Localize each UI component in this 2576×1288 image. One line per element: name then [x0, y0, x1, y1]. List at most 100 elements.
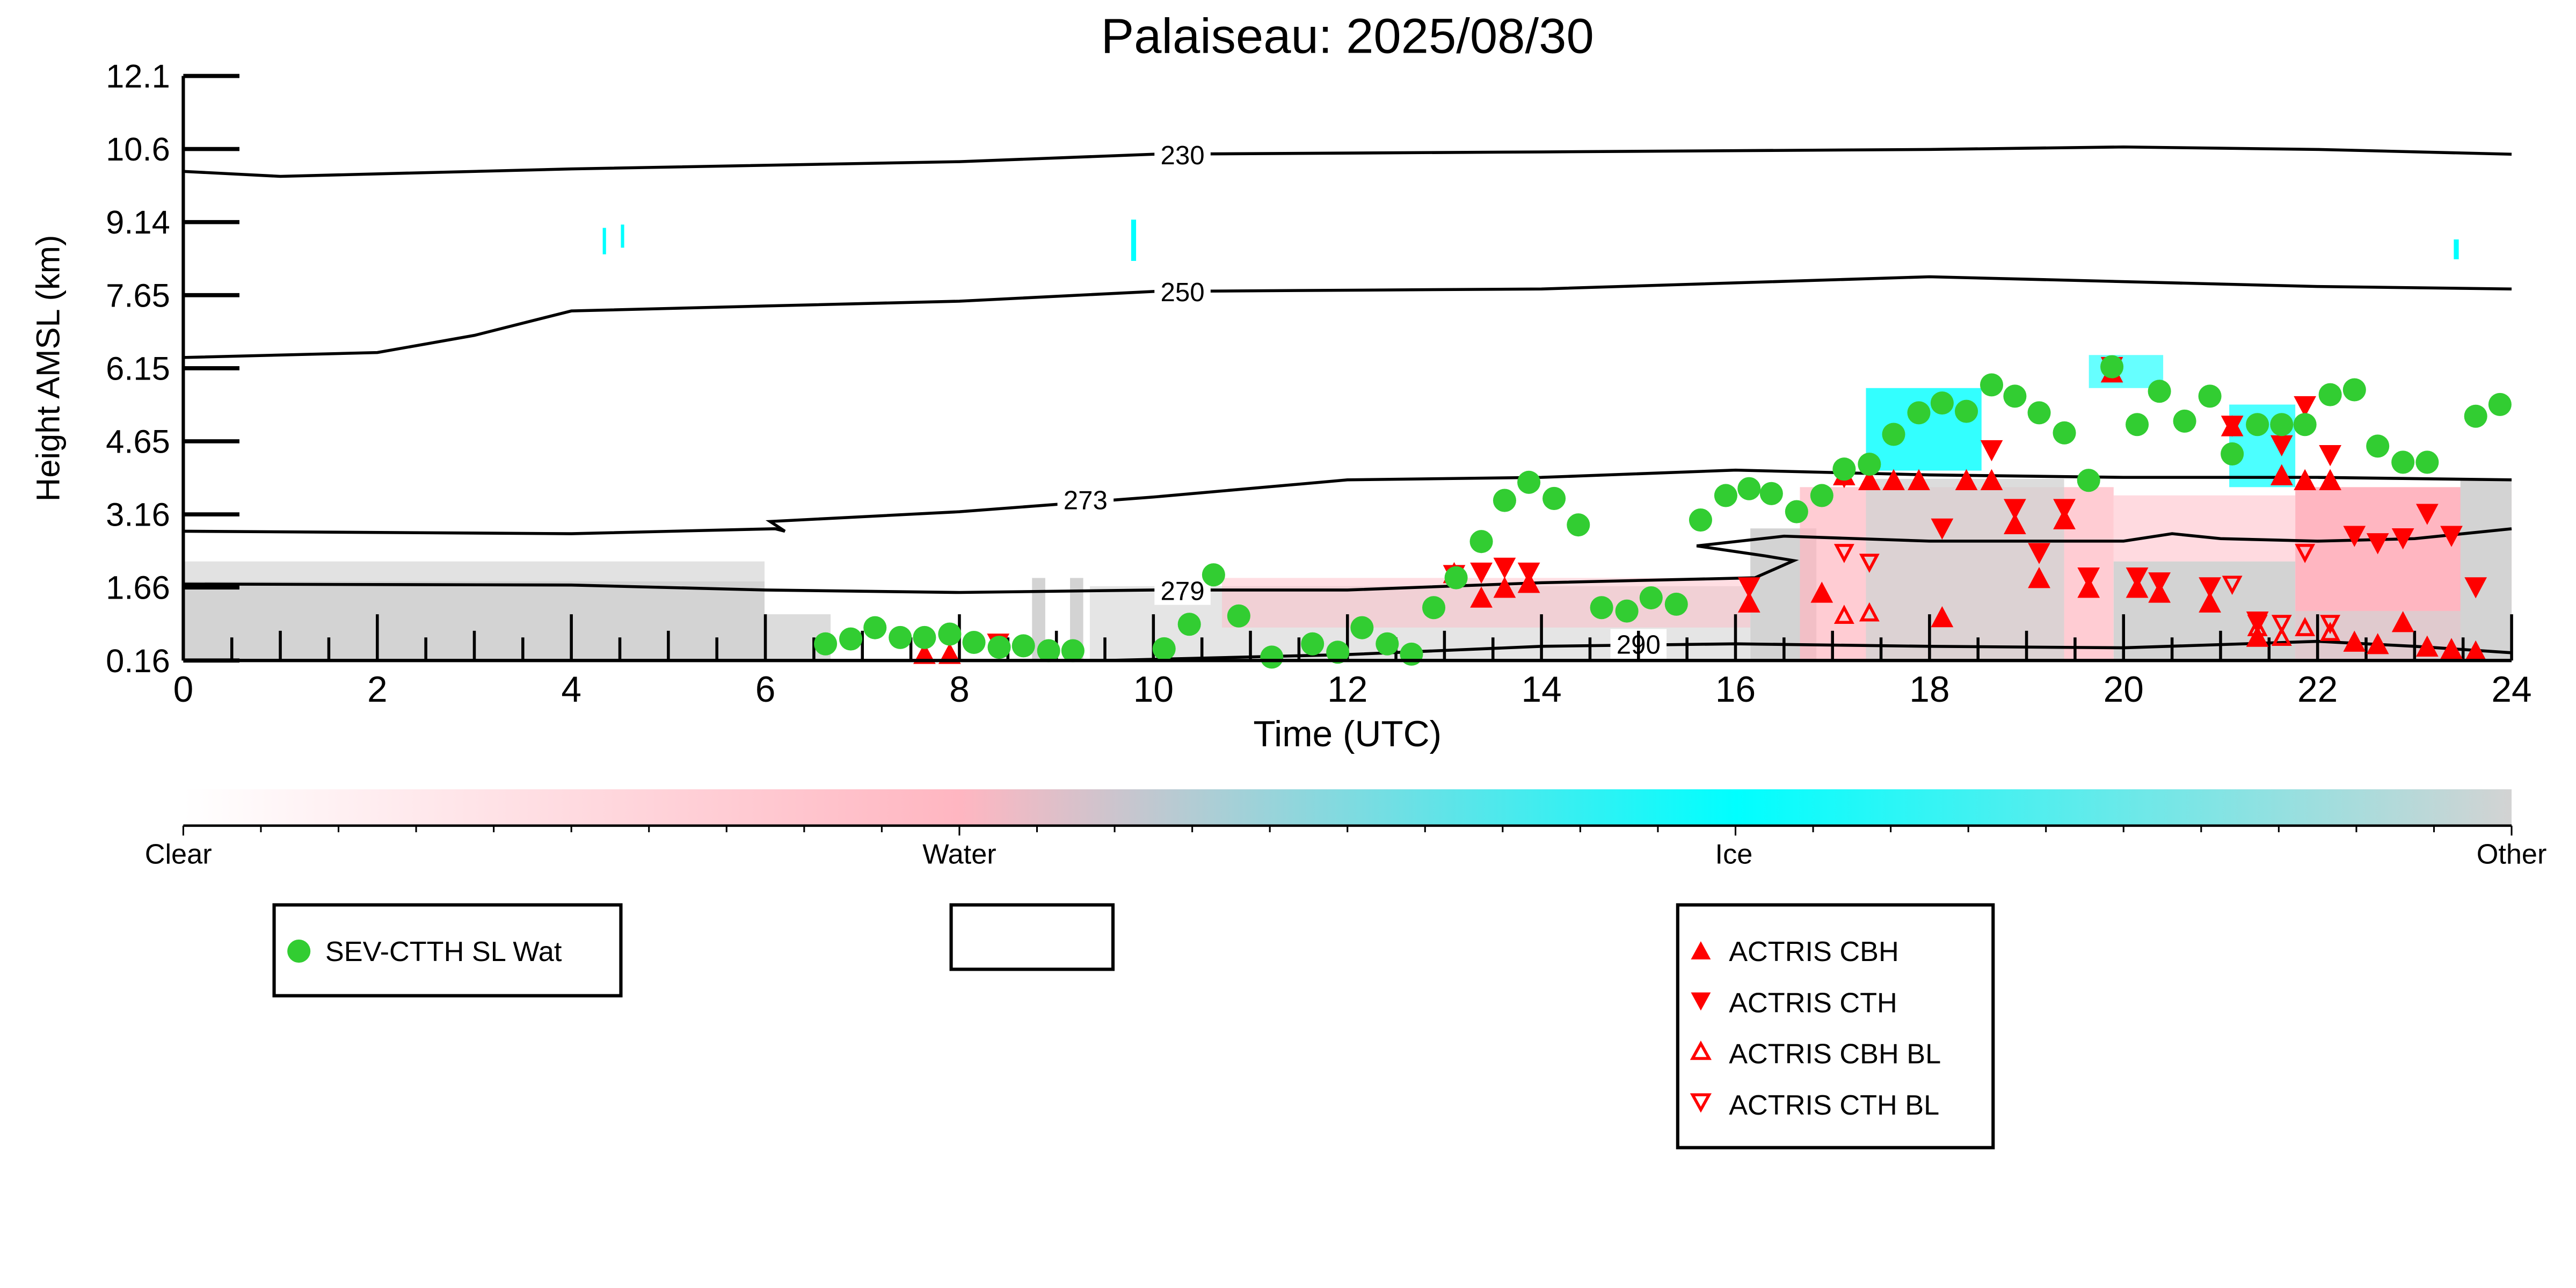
x-axis-label: Time (UTC)	[1253, 714, 1442, 754]
data-markers	[814, 355, 2512, 669]
contour-line	[183, 275, 2512, 359]
contour-label-bg	[1154, 139, 1211, 170]
actris-cbh-marker	[2246, 625, 2269, 647]
legend-label-cbh: ACTRIS CBH	[1729, 936, 1899, 967]
y-tick-label: 12.1	[106, 58, 170, 95]
actris-cbh-marker	[1980, 469, 2003, 490]
sev-ctth-sl-wat-marker	[1930, 391, 1954, 415]
actris-cth-marker	[2391, 528, 2414, 550]
contour-label: 230	[1160, 141, 1204, 170]
actris-cbh-marker	[2199, 591, 2221, 613]
actris-cbh-marker	[2366, 633, 2389, 654]
actris-cbh-bl-marker	[2295, 617, 2316, 636]
sev-ctth-sl-wat-marker	[1664, 592, 1688, 616]
y-axis-label: Height AMSL (km)	[30, 235, 67, 502]
actris-cth-bl-marker	[1833, 544, 1854, 563]
sev-ctth-sl-wat-marker	[2100, 355, 2124, 379]
sev-ctth-sl-wat-marker	[938, 622, 962, 646]
actris-cth-marker	[2126, 567, 2149, 589]
actris-cbh-marker	[2003, 513, 2026, 535]
legend-cth-marker	[1691, 992, 1711, 1011]
actris-cth-marker	[2294, 396, 2317, 418]
colorbar-ticks	[182, 825, 2513, 836]
x-tick-label: 16	[1715, 670, 1756, 710]
actris-cbh-marker	[2391, 611, 2414, 632]
sev-ctth-sl-wat-marker	[2415, 450, 2439, 474]
actris-cth-marker	[2464, 577, 2487, 599]
sev-ctth-sl-wat-marker	[889, 625, 912, 649]
sev-ctth-sl-wat-marker	[1037, 639, 1060, 663]
sev-ctth-sl-wat-marker	[987, 636, 1011, 659]
sev-ctth-sl-wat-marker	[1301, 632, 1325, 656]
y-tick-label: 10.6	[106, 131, 170, 168]
legend-empty-box	[949, 903, 1115, 971]
y-tick-label: 0.16	[106, 643, 170, 680]
sev-ctth-sl-wat-marker	[2126, 413, 2149, 436]
sev-ctth-sl-wat-marker	[2366, 434, 2390, 458]
legend-sev: SEV-CTTH SL Wat	[272, 903, 623, 998]
actris-cth-marker	[1517, 562, 1540, 584]
actris-cbh-bl-marker	[1859, 602, 1880, 622]
sev-ctth-sl-wat-marker	[2003, 384, 2027, 408]
sev-ctth-sl-wat-marker	[1400, 642, 1423, 666]
actris-cbh-bl-marker	[2247, 617, 2268, 636]
x-tick-label: 12	[1327, 670, 1367, 710]
sev-ctth-sl-wat-marker	[2027, 401, 2051, 425]
colorbar-label-ice: Ice	[1715, 839, 1753, 870]
legend-label-cth-bl: ACTRIS CTH BL	[1729, 1090, 1939, 1121]
legend-cbh-bl-marker	[1690, 1040, 1712, 1060]
sev-ctth-sl-wat-marker	[2464, 404, 2487, 428]
actris-cth-marker	[2343, 526, 2366, 547]
sev-ctth-sl-wat-marker	[2293, 413, 2317, 436]
actris-cbh-marker	[2294, 469, 2317, 490]
sev-ctth-sl-wat-marker	[814, 632, 838, 656]
actris-cth-bl-marker	[2295, 544, 2316, 563]
actris-cbh-bl-marker	[1833, 605, 1854, 624]
actris-cbh-marker	[1908, 469, 1930, 490]
y-tick-label: 3.16	[106, 497, 170, 534]
sev-ctth-sl-wat-marker	[2391, 450, 2415, 474]
actris-cth-marker	[2053, 499, 2076, 520]
actris-cbh-marker	[2028, 567, 2050, 588]
sev-ctth-sl-wat-marker	[1858, 453, 1881, 476]
legend-label-cth: ACTRIS CTH	[1729, 987, 1897, 1018]
actris-cbh-marker	[913, 643, 936, 664]
actris-cth-bl-marker	[2222, 576, 2243, 595]
sev-ctth-sl-wat-marker	[1615, 599, 1639, 623]
sev-ctth-sl-wat-marker	[1376, 632, 1399, 656]
sev-ctth-sl-wat-marker	[1517, 470, 1541, 494]
sev-ctth-sl-wat-marker	[1980, 373, 2004, 397]
actris-cth-bl-marker	[2247, 615, 2268, 635]
sev-ctth-sl-wat-marker	[1493, 489, 1516, 512]
contour-label: 279	[1160, 576, 1204, 606]
actris-cth-marker	[2415, 504, 2439, 525]
sev-ctth-sl-wat-marker	[2077, 469, 2100, 492]
sev-ctth-sl-wat-marker	[1061, 639, 1085, 663]
sev-ctth-sl-wat-marker	[1260, 645, 1284, 669]
sev-ctth-sl-wat-marker	[962, 630, 986, 654]
contour-label-bg	[1154, 575, 1211, 605]
actris-cth-marker	[2003, 499, 2026, 520]
sev-ctth-sl-wat-marker	[1714, 484, 1737, 507]
actris-cth-marker	[1493, 557, 1516, 579]
x-tick-label: 24	[2491, 670, 2531, 710]
colorbar-label-other: Other	[2477, 839, 2547, 870]
sev-ctth-sl-wat-marker	[863, 616, 887, 639]
actris-cth-bl-marker	[2320, 615, 2341, 635]
x-tick-label: 2	[367, 670, 388, 710]
sev-ctth-sl-wat-marker	[1810, 484, 1833, 507]
actris-cbh-marker	[2343, 630, 2366, 652]
sev-ctth-sl-wat-marker	[1639, 586, 1663, 610]
actris-cth-marker	[2148, 572, 2171, 594]
x-tick-label: 0	[173, 670, 194, 710]
sev-ctth-sl-wat-marker	[1469, 530, 1493, 554]
actris-cth-marker	[2077, 567, 2100, 589]
y-tick-label: 7.65	[106, 277, 170, 314]
sev-ctth-sl-wat-marker	[2221, 442, 2244, 465]
sev-ctth-sl-wat-marker	[1567, 513, 1590, 537]
y-tick-label: 6.15	[106, 350, 170, 387]
sev-ctth-sl-wat-marker	[1177, 613, 1201, 636]
sev-ctth-sl-wat-marker	[1832, 457, 1856, 481]
sev-ctth-sl-wat-marker	[2246, 413, 2269, 436]
